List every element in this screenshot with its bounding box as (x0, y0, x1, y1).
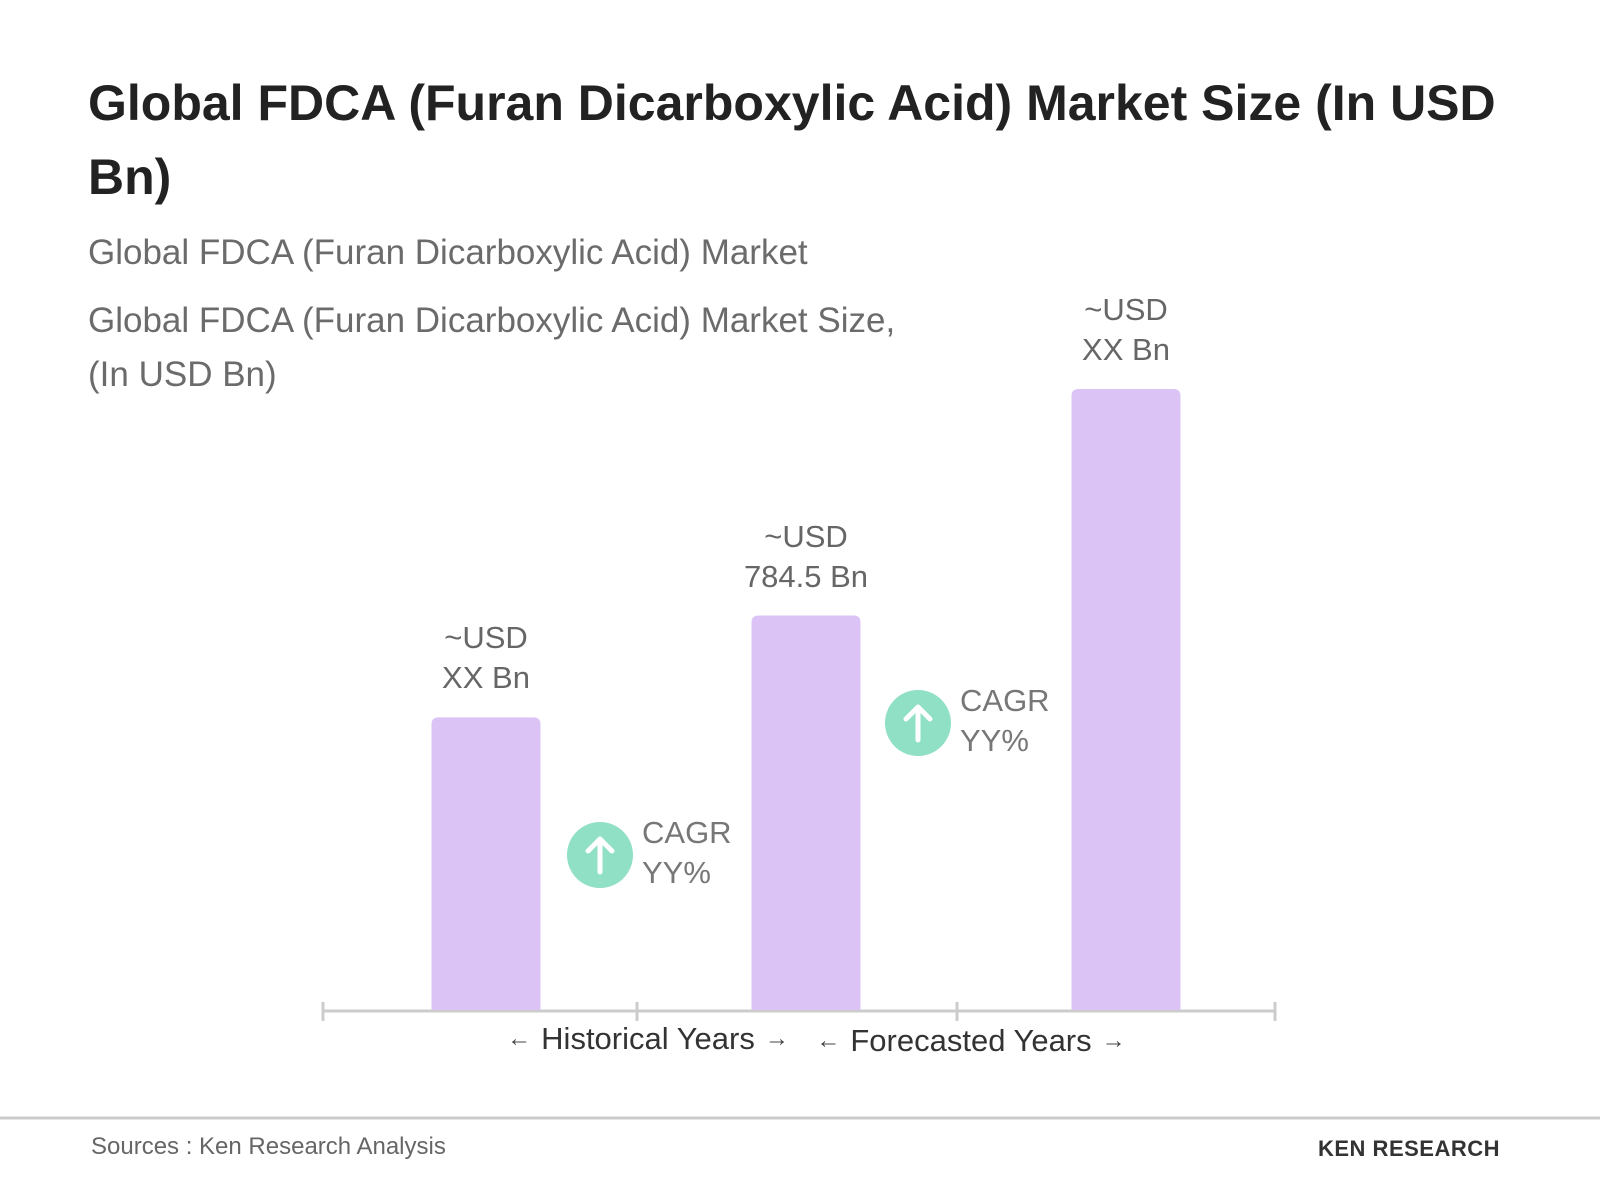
cagr-label: CAGR YY% (960, 683, 1050, 758)
period-label: ← Historical Years → (507, 1021, 789, 1056)
bar (431, 717, 541, 1010)
subtitle: Global FDCA (Furan Dicarboxylic Acid) Ma… (88, 233, 808, 272)
cagr-arrow (903, 704, 933, 743)
period-text: Historical Years (541, 1021, 755, 1056)
cagr-arrow (585, 836, 615, 875)
cagr-icon (885, 690, 951, 756)
cagr-icon (567, 822, 633, 888)
bar (751, 615, 861, 1010)
period-label: ← Forecasted Years → (816, 1023, 1126, 1058)
chart-title: Global FDCA (Furan Dicarboxylic Acid) Ma… (88, 75, 1496, 205)
value-label: ~USD XX Bn (442, 620, 530, 696)
logo: KEN RESEARCH (1318, 1136, 1501, 1161)
y-axis-label: Global FDCA (Furan Dicarboxylic Acid) Ma… (88, 301, 896, 394)
period-text: Forecasted Years (850, 1023, 1092, 1058)
value-label: ~USD XX Bn (1082, 292, 1170, 367)
cagr-label: CAGR YY% (642, 815, 732, 890)
source: Sources : Ken Research Analysis (91, 1133, 446, 1160)
bar (1071, 389, 1181, 1010)
value-label: ~USD 784.5 Bn (743, 518, 869, 594)
